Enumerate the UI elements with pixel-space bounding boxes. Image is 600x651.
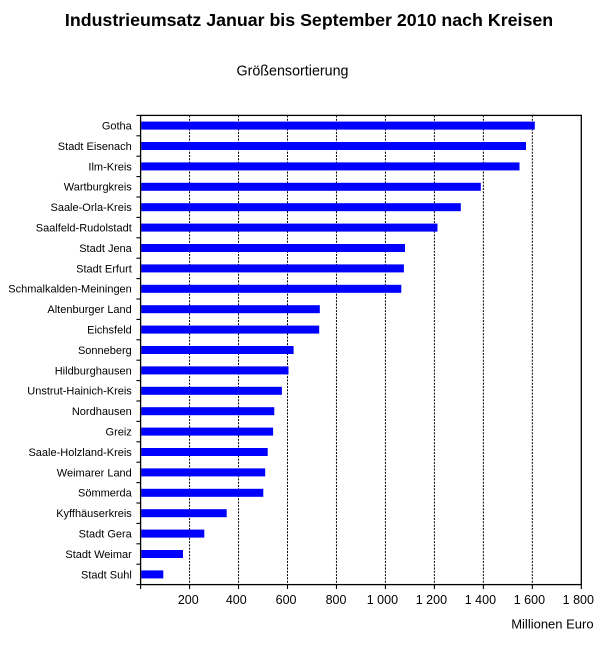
svg-text:Unstrut-Hainich-Kreis: Unstrut-Hainich-Kreis <box>27 386 132 398</box>
svg-text:Sonneberg: Sonneberg <box>78 345 132 357</box>
svg-text:Stadt Weimar: Stadt Weimar <box>65 549 132 561</box>
svg-text:1 400: 1 400 <box>465 593 496 607</box>
svg-text:Gotha: Gotha <box>102 121 133 133</box>
svg-text:1 200: 1 200 <box>416 593 447 607</box>
svg-text:Größensortierung: Größensortierung <box>236 64 348 80</box>
svg-text:Stadt Jena: Stadt Jena <box>79 243 132 255</box>
svg-text:Kyffhäuserkreis: Kyffhäuserkreis <box>56 508 132 520</box>
svg-text:600: 600 <box>276 593 297 607</box>
svg-text:Saale-Orla-Kreis: Saale-Orla-Kreis <box>50 202 132 214</box>
svg-text:Hildburghausen: Hildburghausen <box>55 365 132 377</box>
svg-text:Industrieumsatz Januar bis Sep: Industrieumsatz Januar bis September 201… <box>65 10 553 30</box>
svg-text:Stadt Eisenach: Stadt Eisenach <box>58 141 132 153</box>
svg-text:Stadt Gera: Stadt Gera <box>79 529 133 541</box>
svg-text:Weimarer Land: Weimarer Land <box>57 467 132 479</box>
svg-text:1 000: 1 000 <box>367 593 398 607</box>
svg-text:1 800: 1 800 <box>563 593 594 607</box>
svg-text:400: 400 <box>226 593 247 607</box>
svg-text:Nordhausen: Nordhausen <box>72 406 132 418</box>
svg-text:Ilm-Kreis: Ilm-Kreis <box>88 161 132 173</box>
svg-text:Saale-Holzland-Kreis: Saale-Holzland-Kreis <box>28 447 132 459</box>
svg-text:Stadt Erfurt: Stadt Erfurt <box>76 263 132 275</box>
svg-text:Wartburgkreis: Wartburgkreis <box>64 182 133 194</box>
svg-text:Schmalkalden-Meiningen: Schmalkalden-Meiningen <box>8 284 132 296</box>
svg-text:Sömmerda: Sömmerda <box>78 488 133 500</box>
svg-text:Millionen Euro: Millionen Euro <box>511 617 593 632</box>
svg-text:Saalfeld-Rudolstadt: Saalfeld-Rudolstadt <box>36 223 132 235</box>
svg-text:Greiz: Greiz <box>106 427 132 439</box>
svg-text:Stadt Suhl: Stadt Suhl <box>81 569 132 581</box>
svg-text:200: 200 <box>178 593 199 607</box>
svg-text:1 600: 1 600 <box>514 593 545 607</box>
svg-text:Altenburger Land: Altenburger Land <box>47 304 131 316</box>
svg-text:Eichsfeld: Eichsfeld <box>87 325 132 337</box>
svg-text:800: 800 <box>326 593 347 607</box>
